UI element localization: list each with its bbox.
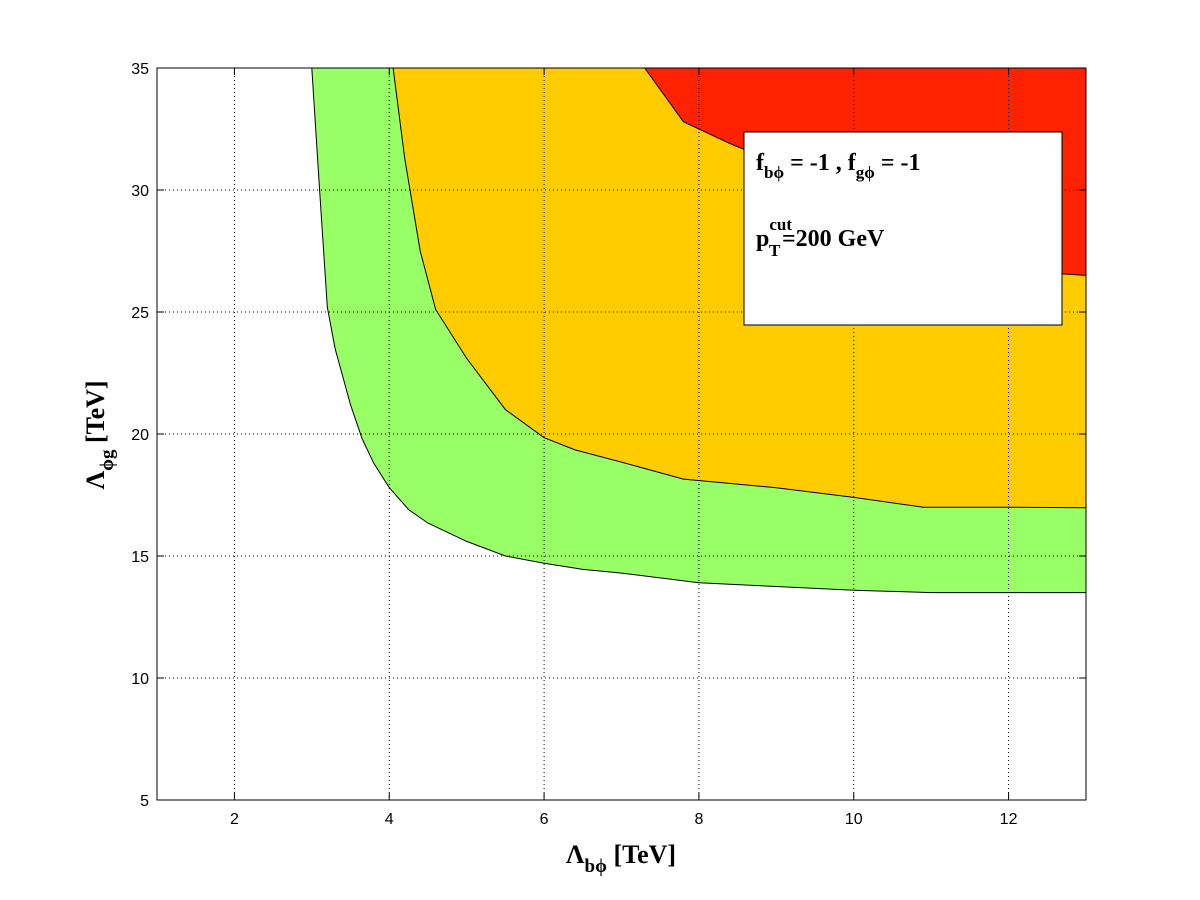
- legend-p: p: [756, 226, 769, 252]
- legend-frame: [743, 131, 1063, 326]
- y-tick-label: 15: [131, 549, 149, 566]
- y-tick-label: 5: [140, 793, 149, 810]
- legend-eq-end: = -1: [875, 150, 921, 176]
- x-tick-label: 6: [540, 811, 549, 828]
- legend-rest: =200 GeV: [782, 226, 885, 252]
- x-tick-label: 10: [845, 811, 863, 828]
- x-tick-label: 2: [230, 811, 239, 828]
- y-tick-label: 20: [131, 427, 149, 444]
- y-axis-label: Λϕg [TeV]: [81, 380, 118, 489]
- x-tick-label: 4: [385, 811, 394, 828]
- legend-sub-g: gϕ: [856, 163, 875, 182]
- legend-f-g: = -1 , f: [784, 150, 857, 176]
- x-tick-label: 12: [1000, 811, 1018, 828]
- legend-box: fbϕ = -1 , fgϕ = -1 pcut T=200 GeV: [743, 131, 1063, 326]
- x-tick-label: 8: [694, 811, 703, 828]
- y-tick-label: 10: [131, 671, 149, 688]
- y-tick-label: 35: [131, 61, 149, 78]
- legend-sub-T: T: [769, 241, 781, 260]
- x-axis-label: Λbϕ [TeV]: [566, 840, 676, 877]
- legend-line-1: fbϕ = -1 , fgϕ = -1: [756, 150, 921, 182]
- legend-line-2: pcut T=200 GeV: [756, 215, 885, 260]
- y-tick-label: 30: [131, 183, 149, 200]
- ticks-layer: 2 4 6 8 10 12 5 10 15 20 25 30 35: [131, 61, 1086, 828]
- legend-sub-b: bϕ: [764, 163, 784, 182]
- y-tick-label: 25: [131, 305, 149, 322]
- legend-f-b: f: [756, 150, 765, 176]
- legend-sup-cut: cut: [769, 215, 792, 234]
